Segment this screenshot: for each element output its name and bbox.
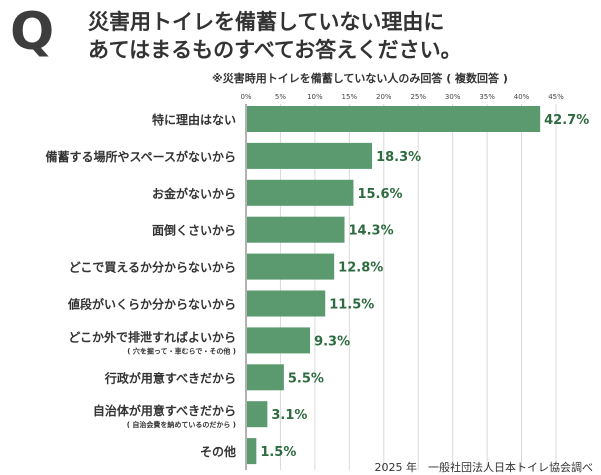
value-label: 42.7% bbox=[544, 113, 589, 128]
category-label: 備蓄する場所やスペースがないから bbox=[45, 149, 236, 164]
bar bbox=[247, 290, 326, 317]
question-mark: Q bbox=[10, 2, 55, 62]
bar bbox=[247, 106, 541, 132]
value-label: 3.1% bbox=[271, 408, 307, 423]
bar bbox=[247, 253, 335, 280]
category-label: お金がないから bbox=[152, 186, 236, 201]
x-tick-label: 40% bbox=[514, 93, 530, 101]
bar bbox=[247, 401, 268, 428]
title-line-1: 災害用トイレを備蓄していない理由に bbox=[88, 10, 445, 34]
x-tick-label: 20% bbox=[376, 93, 392, 101]
bar bbox=[247, 179, 354, 206]
category-label: 行政が用意すべきだから bbox=[104, 370, 236, 385]
bar bbox=[247, 364, 284, 391]
title-line-2: あてはまるものすべてお答えください。 bbox=[88, 38, 462, 62]
x-tick-label: 5% bbox=[275, 93, 286, 101]
x-tick-label: 30% bbox=[445, 93, 461, 101]
x-tick-label: 0% bbox=[240, 93, 251, 101]
value-label: 14.3% bbox=[349, 224, 394, 239]
bar bbox=[247, 142, 373, 169]
value-label: 9.3% bbox=[314, 334, 350, 349]
category-label: 値段がいくらか分からないから bbox=[67, 297, 236, 312]
bar bbox=[247, 216, 345, 243]
value-label: 18.3% bbox=[376, 150, 421, 165]
category-note: ( 自治会費を納めているのだから ) bbox=[127, 420, 236, 429]
source-note: 2025 年 一般社団法人日本トイレ協会調べ bbox=[374, 461, 594, 474]
value-label: 1.5% bbox=[260, 445, 296, 460]
value-label: 15.6% bbox=[357, 187, 402, 202]
category-note: ( 穴を掘って・車むらで・その他 ) bbox=[127, 346, 236, 355]
subtitle: ※災害時用トイレを備蓄していない人のみ回答 ( 複数回答 ) bbox=[212, 72, 508, 85]
x-tick-label: 10% bbox=[307, 93, 323, 101]
value-label: 5.5% bbox=[288, 371, 324, 386]
category-label: 面倒くさいから bbox=[152, 223, 236, 238]
category-label: 特に理由はない bbox=[152, 112, 236, 127]
x-tick-label: 35% bbox=[479, 93, 495, 101]
x-tick-label: 25% bbox=[410, 93, 426, 101]
category-label: どこか外で排泄すればよいから bbox=[68, 329, 236, 344]
bar bbox=[247, 438, 257, 465]
bar bbox=[247, 327, 311, 354]
x-tick-label: 15% bbox=[342, 93, 358, 101]
x-tick-label: 45% bbox=[548, 93, 564, 101]
category-label: どこで買えるか分からないから bbox=[69, 260, 236, 275]
category-label: その他 bbox=[200, 444, 236, 459]
category-label: 自治体が用意すべきだから bbox=[93, 403, 236, 418]
value-label: 12.8% bbox=[338, 261, 383, 276]
value-label: 11.5% bbox=[329, 298, 374, 313]
